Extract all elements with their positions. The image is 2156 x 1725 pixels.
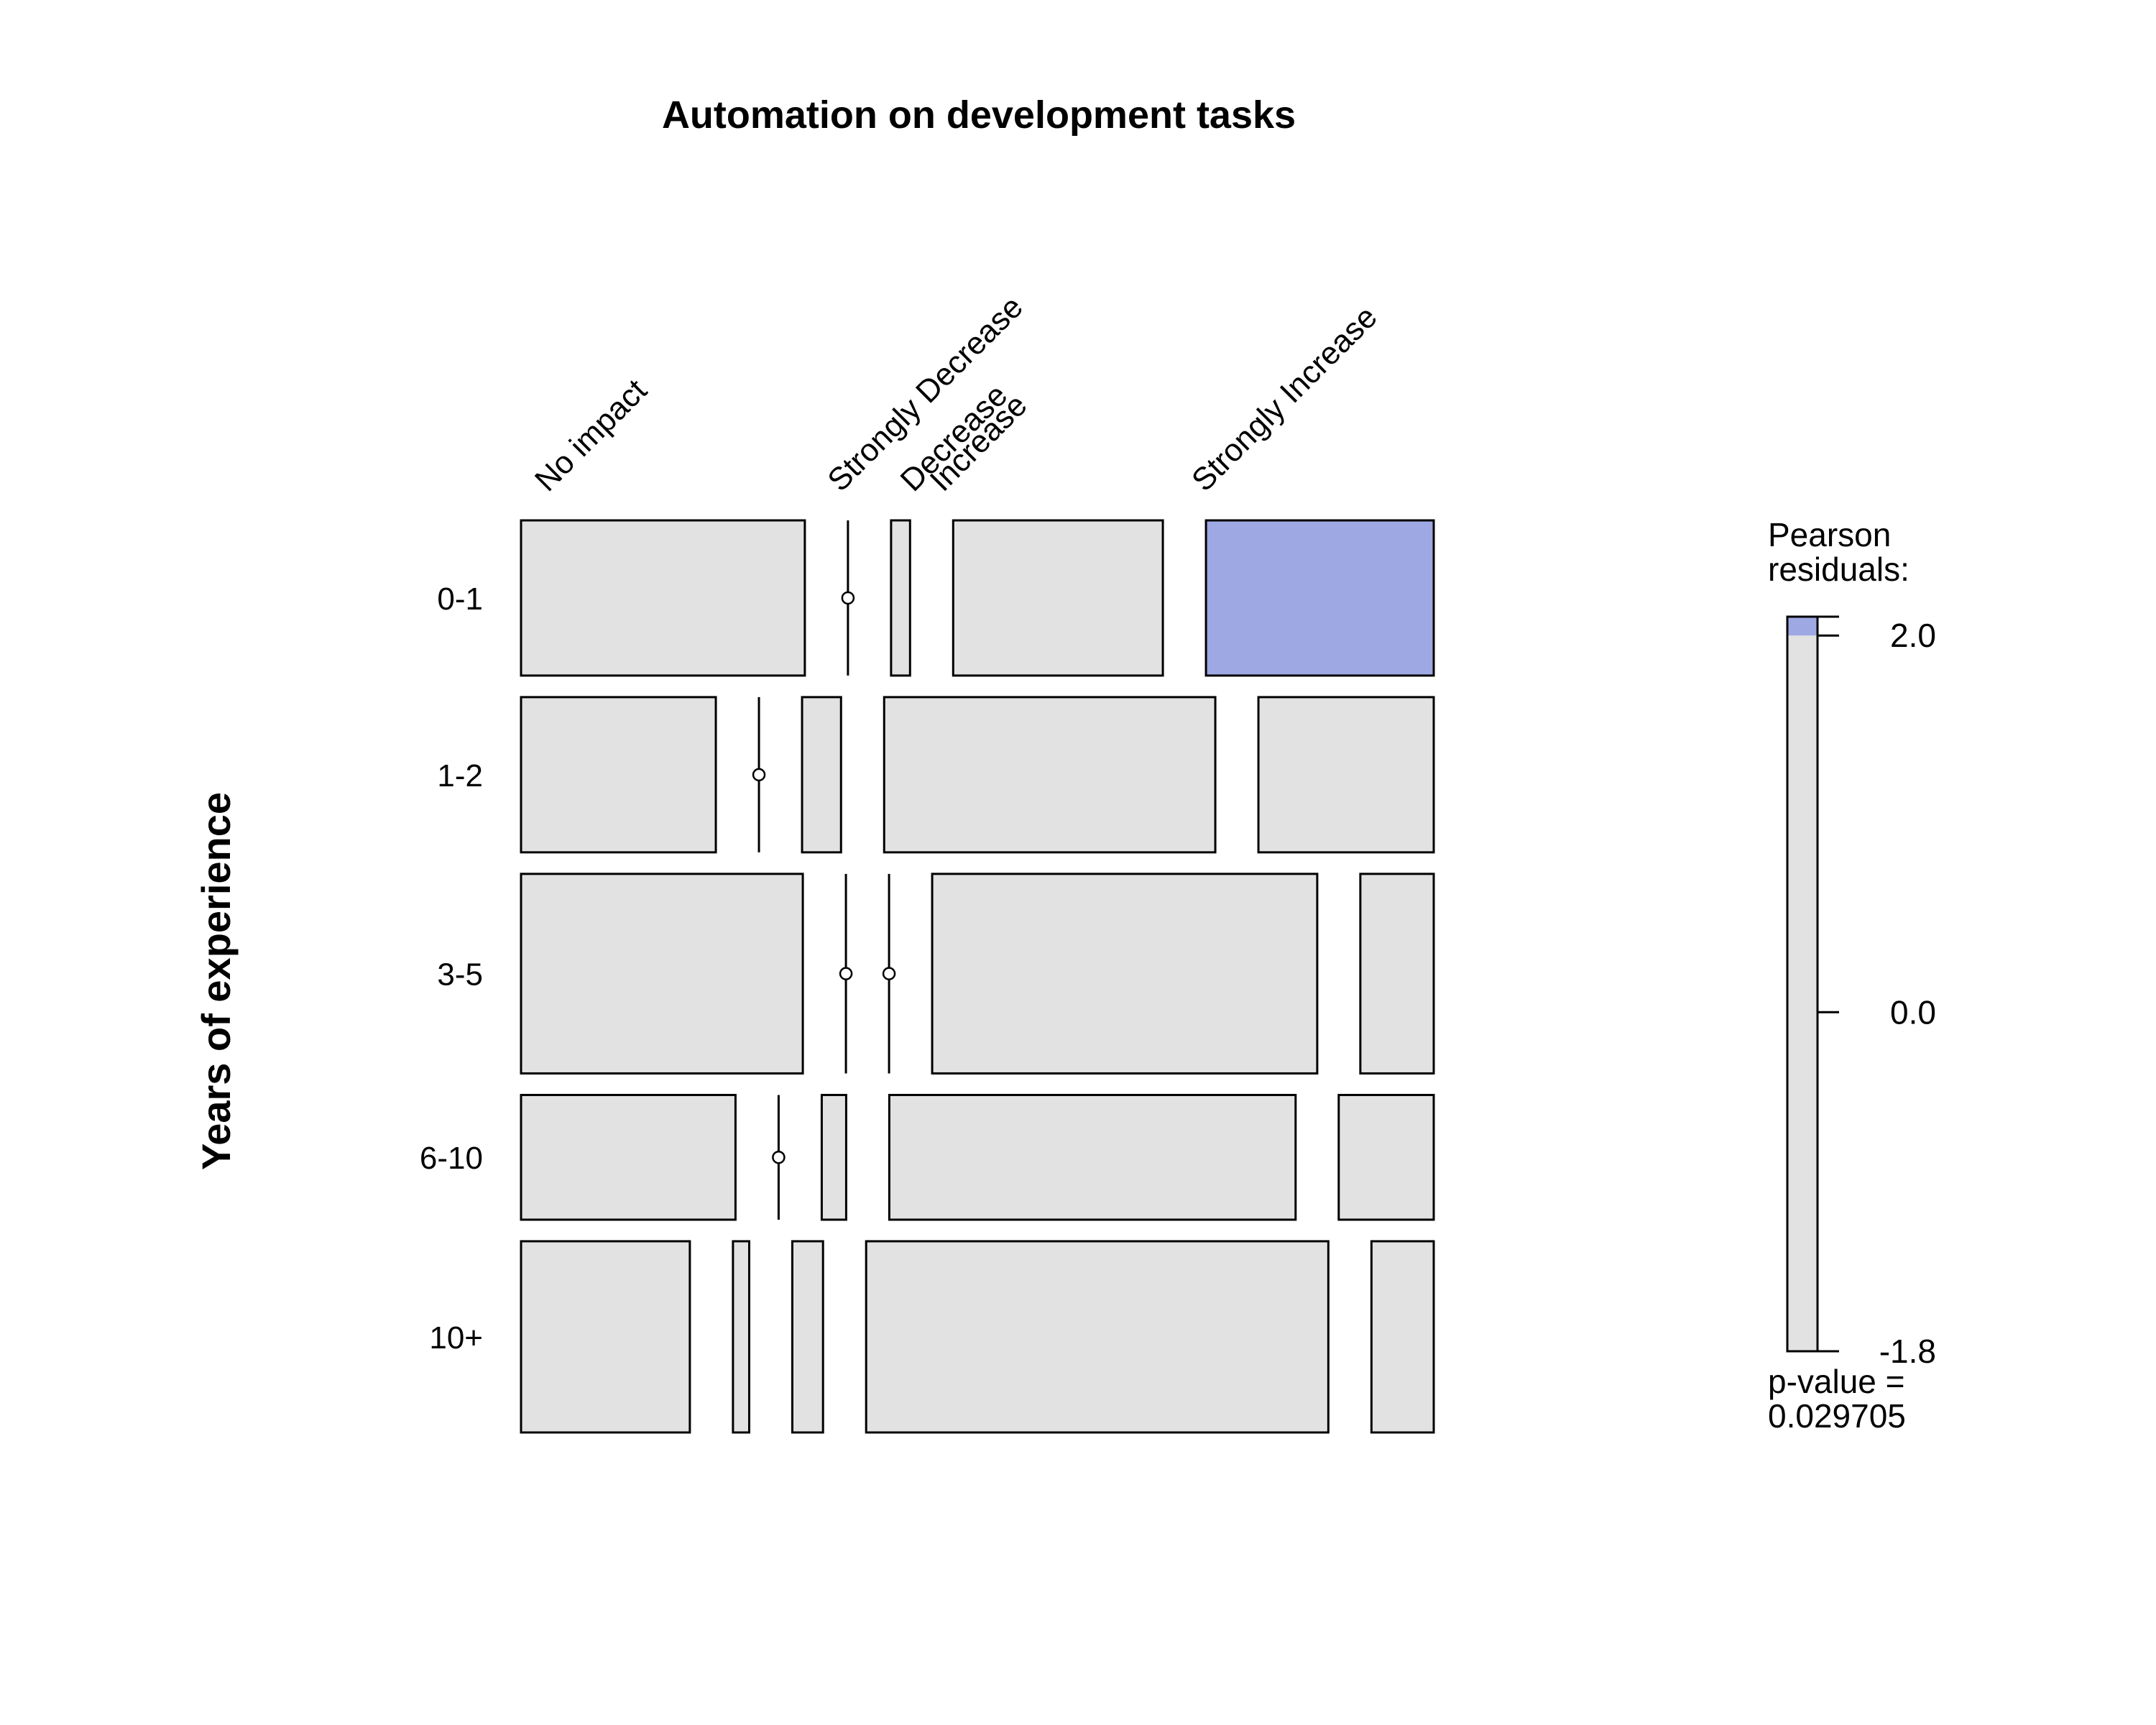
legend-bar-border xyxy=(1786,615,1819,1353)
mosaic-tile-1-2-decrease xyxy=(801,696,842,854)
legend-positive-band xyxy=(1787,617,1818,636)
empty-cell-marker xyxy=(839,967,853,980)
mosaic-tile-10-strongly-decrease xyxy=(732,1240,751,1434)
empty-cell-marker xyxy=(882,967,896,980)
column-label-no-impact: No impact xyxy=(528,372,654,498)
row-label-10: 10+ xyxy=(429,1320,483,1356)
legend-tick-label: 2.0 xyxy=(1890,617,1936,654)
mosaic-tile-0-1-strongly-increase xyxy=(1204,519,1435,677)
mosaic-tile-10-increase xyxy=(865,1240,1330,1434)
row-label-6-10: 6-10 xyxy=(420,1141,483,1176)
legend-title-line2: residuals: xyxy=(1768,551,1909,588)
row-label-1-2: 1-2 xyxy=(437,758,483,794)
mosaic-tile-6-10-decrease xyxy=(820,1093,847,1221)
legend-title-line1: Pearson xyxy=(1768,516,1891,553)
empty-cell-marker xyxy=(841,591,855,605)
legend-neutral-band xyxy=(1787,635,1818,1351)
chart-title: Automation on development tasks xyxy=(662,93,1296,137)
y-axis-title: Years of experience xyxy=(193,792,239,1170)
row-label-3-5: 3-5 xyxy=(437,957,483,993)
legend-tick-label: 0.0 xyxy=(1890,993,1936,1031)
row-labels: 0-1 1-2 3-5 6-10 10+ xyxy=(420,581,483,1356)
empty-cell-marker xyxy=(752,768,766,782)
mosaic-tile-10-decrease xyxy=(791,1240,824,1434)
mosaic-tile-6-10-strongly-increase xyxy=(1337,1093,1435,1221)
mosaic-tile-10-no-impact xyxy=(520,1240,691,1434)
mosaic-tile-1-2-no-impact xyxy=(520,696,717,854)
mosaic-tile-0-1-increase xyxy=(952,519,1164,677)
column-labels: No impact Strongly DecreaseDecreaseIncrea… xyxy=(528,289,1384,498)
mosaic-tile-6-10-no-impact xyxy=(520,1093,737,1221)
row-label-0-1: 0-1 xyxy=(437,581,483,617)
column-label-strongly-increase: Strongly Increase xyxy=(1185,299,1384,498)
mosaic-tile-3-5-strongly-increase xyxy=(1359,873,1435,1075)
mosaic-tile-1-2-strongly-increase xyxy=(1257,696,1435,854)
mosaic-tile-0-1-decrease xyxy=(890,519,911,677)
empty-cell-1-2-strongly-decrease xyxy=(752,696,766,852)
mosaic-tile-1-2-increase xyxy=(883,696,1217,854)
empty-cell-3-5-decrease xyxy=(882,873,896,1074)
mosaic-tile-3-5-increase xyxy=(931,873,1319,1075)
empty-cell-3-5-strongly-decrease xyxy=(839,873,853,1074)
empty-cell-0-1-strongly-decrease xyxy=(841,520,855,676)
empty-cell-marker xyxy=(772,1150,786,1164)
mosaic-tile-10-strongly-increase xyxy=(1370,1240,1435,1434)
legend-tick-label: -1.8 xyxy=(1879,1333,1936,1370)
mosaic-tile-6-10-increase xyxy=(888,1093,1297,1221)
pearson-residuals-legend: Pearson residuals: 2.00.0-1.8 p-value = … xyxy=(1768,516,1936,1435)
legend-color-bar: 2.0 0.0 -1.8 xyxy=(1786,615,1936,1370)
mosaic-tile-3-5-no-impact xyxy=(520,873,804,1075)
empty-cell-6-10-strongly-decrease xyxy=(772,1095,786,1220)
pvalue-label: p-value = xyxy=(1768,1363,1905,1400)
mosaic-cells xyxy=(520,519,1435,1434)
pvalue-value: 0.029705 xyxy=(1768,1397,1906,1435)
mosaic-tile-0-1-no-impact xyxy=(520,519,806,677)
